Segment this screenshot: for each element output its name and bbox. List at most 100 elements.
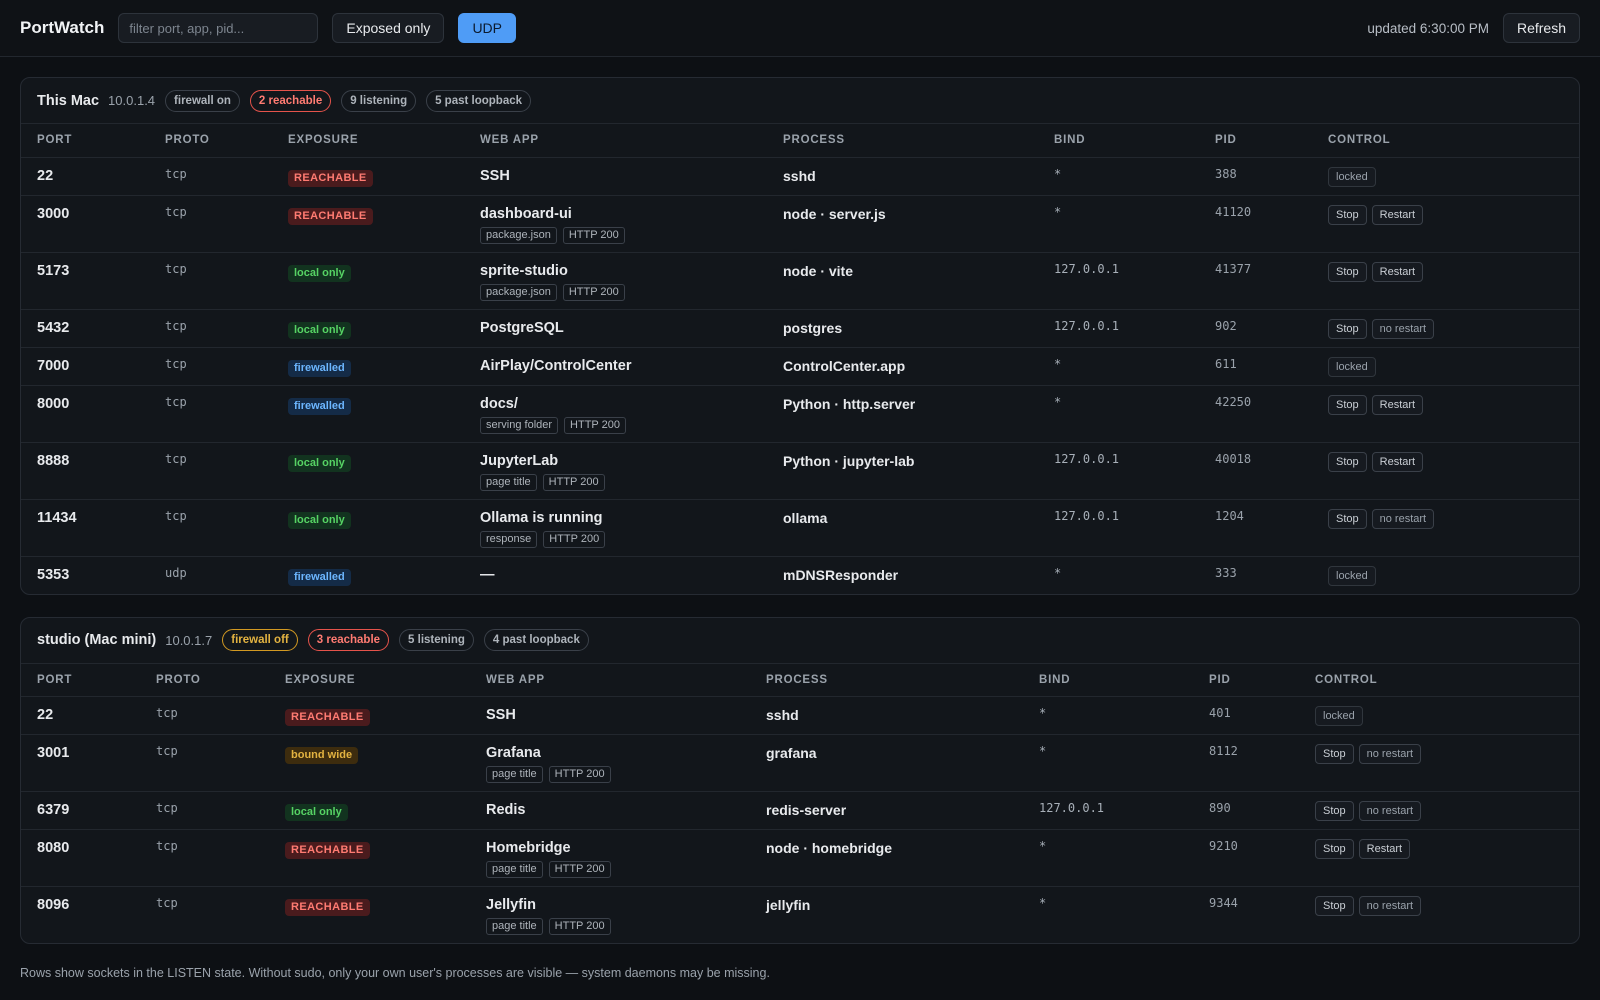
table-row[interactable]: 8000 tcp firewalled docs/serving folder HTTP… [21,385,1579,443]
port-cell: 22 [21,696,140,735]
status-pill: 3 reachable [307,629,390,651]
host-name: This Mac [37,92,100,109]
control-cell: locked [1312,157,1579,196]
udp-toggle[interactable]: UDP [458,13,516,43]
pid-cell: 41120 [1199,195,1312,253]
stop-button[interactable]: Stop [1328,508,1367,529]
tag: HTTP 200 [548,918,611,935]
table-row[interactable]: 3000 tcp REACHABLE dashboard-ui package.json… [21,195,1579,253]
stop-button[interactable]: Stop [1328,451,1367,472]
web-app-tags: page title HTTP 200 [480,473,751,491]
stop-button[interactable]: Stop [1328,318,1367,339]
web-app-tags: page title HTTP 200 [486,861,734,878]
exposed-only-toggle[interactable]: Exposed only [332,13,445,43]
process-cell: jellyfin [766,897,811,913]
web-app-name: sprite-studio [480,262,568,279]
column-header: PROTO [140,663,269,697]
status-pill: 5 listening [399,629,474,651]
restart-button[interactable]: Restart [1358,839,1411,859]
stop-button[interactable]: Stop [1315,896,1354,916]
restart-button[interactable]: Restart [1371,261,1424,282]
stop-button[interactable]: Stop [1328,261,1367,282]
status-pill: 2 reachable [249,89,332,112]
control-cell: Stop Restart [1312,252,1579,310]
pid-cell: 9210 [1193,829,1299,887]
process-cell: Python · http.server [767,385,1038,443]
filter-input[interactable] [118,13,319,43]
exposure-badge: REACHABLE [285,899,370,916]
pid-cell: 41377 [1199,252,1312,310]
restart-button[interactable]: Restart [1371,451,1424,472]
web-app-name: Homebridge [486,840,571,856]
tag: package.json [480,283,557,301]
web-app-cell: SSH [470,696,750,735]
proto-cell: tcp [140,829,269,887]
locked-label: locked [1328,356,1376,377]
web-app-name: JupyterLab [480,452,559,469]
table-row[interactable]: 8096 tcp REACHABLE Jellyfin page title HTTP 2… [21,887,1579,944]
table-row[interactable]: 11434 tcp local only Ollama is running respo… [21,499,1579,557]
table-row[interactable]: 8888 tcp local only JupyterLab page title HTT… [21,442,1579,500]
table-row[interactable]: 8080 tcp REACHABLE Homebridge page title HTTP… [21,829,1579,887]
stop-button[interactable]: Stop [1315,801,1354,821]
proto-cell: tcp [149,385,272,443]
process-cell: sshd [750,696,1023,735]
exposure-badge: local only [288,511,351,529]
restart-button[interactable]: Restart [1371,394,1424,415]
proto-cell: tcp [149,347,272,386]
tag: HTTP 200 [562,226,625,244]
no-restart-label: no restart [1358,896,1422,916]
restart-button[interactable]: Restart [1371,204,1424,225]
column-header: CONTROL [1299,663,1579,697]
exposure-badge: REACHABLE [285,709,370,726]
refresh-button[interactable]: Refresh [1502,13,1580,43]
status-pill: 4 past loopback [483,629,589,651]
exposure-cell: REACHABLE [272,195,464,253]
exposure-badge: local only [288,264,351,282]
tag: serving folder [480,416,559,434]
proto-cell: udp [165,565,187,580]
table-row[interactable]: 7000 tcp firewalled AirPlay/ControlCenter Co… [21,347,1579,386]
table-row[interactable]: 6379 tcp local only Redis redis-server 127.0.… [21,791,1579,830]
control-cell: Stop no restart [1299,887,1579,944]
exposure-cell: local only [269,791,470,830]
host-ip: 10.0.1.7 [165,632,213,648]
bind-cell: 127.0.0.1 [1038,252,1199,310]
proto-cell: tcp [140,734,269,792]
bind-cell: * [1038,157,1199,196]
exposure-cell: local only [272,252,464,310]
web-app-cell: dashboard-ui package.json HTTP 200 [464,195,767,253]
control-cell: locked [1299,696,1579,735]
pid-cell: 333 [1215,565,1237,580]
port-cell: 8888 [21,442,149,500]
table-row[interactable]: 5353 udp firewalled — mDNSResponder * 333 locke… [21,556,1579,594]
web-app-cell: Redis [470,791,750,830]
table-header: PORT PROTO EXPOSURE WEB APP PROCESS BIND PID CO… [21,124,1579,158]
tag: page title [486,766,543,783]
exposure-cell: REACHABLE [269,829,470,887]
table-row[interactable]: 22 tcp REACHABLE SSH sshd * 388 locked [21,157,1579,196]
stop-button[interactable]: Stop [1328,394,1367,415]
pid-cell: 40018 [1199,442,1312,500]
table-row[interactable]: 3001 tcp bound wide Grafana page title HTTP 2… [21,734,1579,792]
column-header: PROCESS [750,663,1023,697]
control-cell: Stop no restart [1312,309,1579,348]
exposure-badge: local only [288,454,351,472]
process-cell: node · vite [767,252,1038,310]
stop-button[interactable]: Stop [1315,839,1354,859]
exposure-cell: local only [272,499,464,557]
footnote: Rows show sockets in the LISTEN state. W… [20,966,770,980]
table-row[interactable]: 5432 tcp local only PostgreSQL postgres 127.0… [21,309,1579,348]
stop-button[interactable]: Stop [1328,204,1367,225]
hosts-container: This Mac 10.0.1.4 firewall on 2 reachable 9 … [0,77,1600,944]
web-app-name: Jellyfin [486,897,536,913]
table-row[interactable]: 5173 tcp local only sprite-studio package.js… [21,252,1579,310]
pid-cell: 388 [1199,157,1312,196]
tag: page title [480,473,537,491]
control-cell: Stop no restart [1299,734,1579,792]
bind-cell: * [1054,565,1062,580]
tag: HTTP 200 [564,416,626,434]
tag: page title [486,918,543,935]
table-row[interactable]: 22 tcp REACHABLE SSH sshd * 401 locked [21,696,1579,735]
stop-button[interactable]: Stop [1315,744,1354,764]
